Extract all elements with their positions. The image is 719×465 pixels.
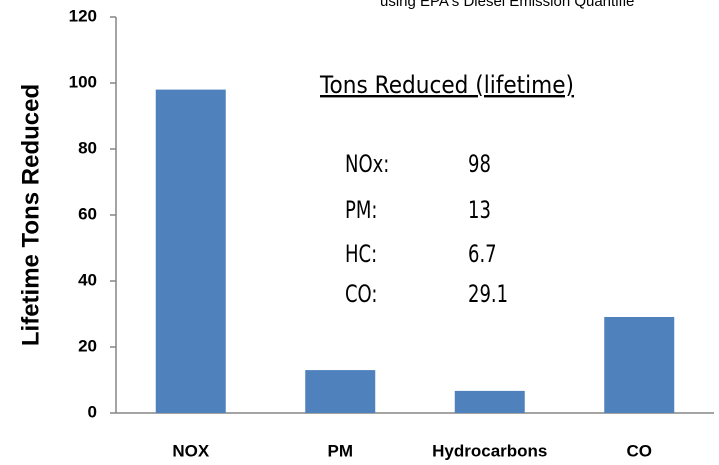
annotation-label: CO:	[345, 280, 377, 308]
annotation-label: HC:	[345, 240, 377, 268]
annotation-value: 29.1	[468, 280, 508, 308]
y-tick-label: 100	[69, 72, 97, 91]
bar	[155, 89, 226, 413]
x-tick-label: Hydrocarbons	[432, 441, 547, 460]
bar	[604, 316, 675, 413]
y-axis-label: Lifetime Tons Reduced	[17, 84, 44, 346]
bar	[454, 390, 525, 413]
y-tick-label: 80	[78, 138, 97, 157]
annotation-value: 98	[468, 150, 491, 178]
x-tick-label: PM	[328, 441, 354, 460]
bar	[305, 370, 376, 413]
annotation-value: 6.7	[468, 240, 497, 268]
y-tick-label: 60	[78, 204, 97, 223]
annotation-label: NOx:	[345, 150, 389, 178]
annotation-label: PM:	[345, 196, 377, 224]
annotation-value: 13	[468, 196, 491, 224]
y-tick-label: 120	[69, 6, 97, 25]
annotation-title: Tons Reduced (lifetime)	[319, 71, 574, 99]
y-tick-label: 20	[78, 336, 97, 355]
y-tick-label: 40	[78, 270, 97, 289]
note: using EPA's Diesel Emission Quantifie	[380, 0, 634, 10]
x-tick-label: NOX	[172, 441, 210, 460]
x-tick-label: CO	[627, 441, 653, 460]
y-tick-label: 0	[88, 402, 97, 421]
